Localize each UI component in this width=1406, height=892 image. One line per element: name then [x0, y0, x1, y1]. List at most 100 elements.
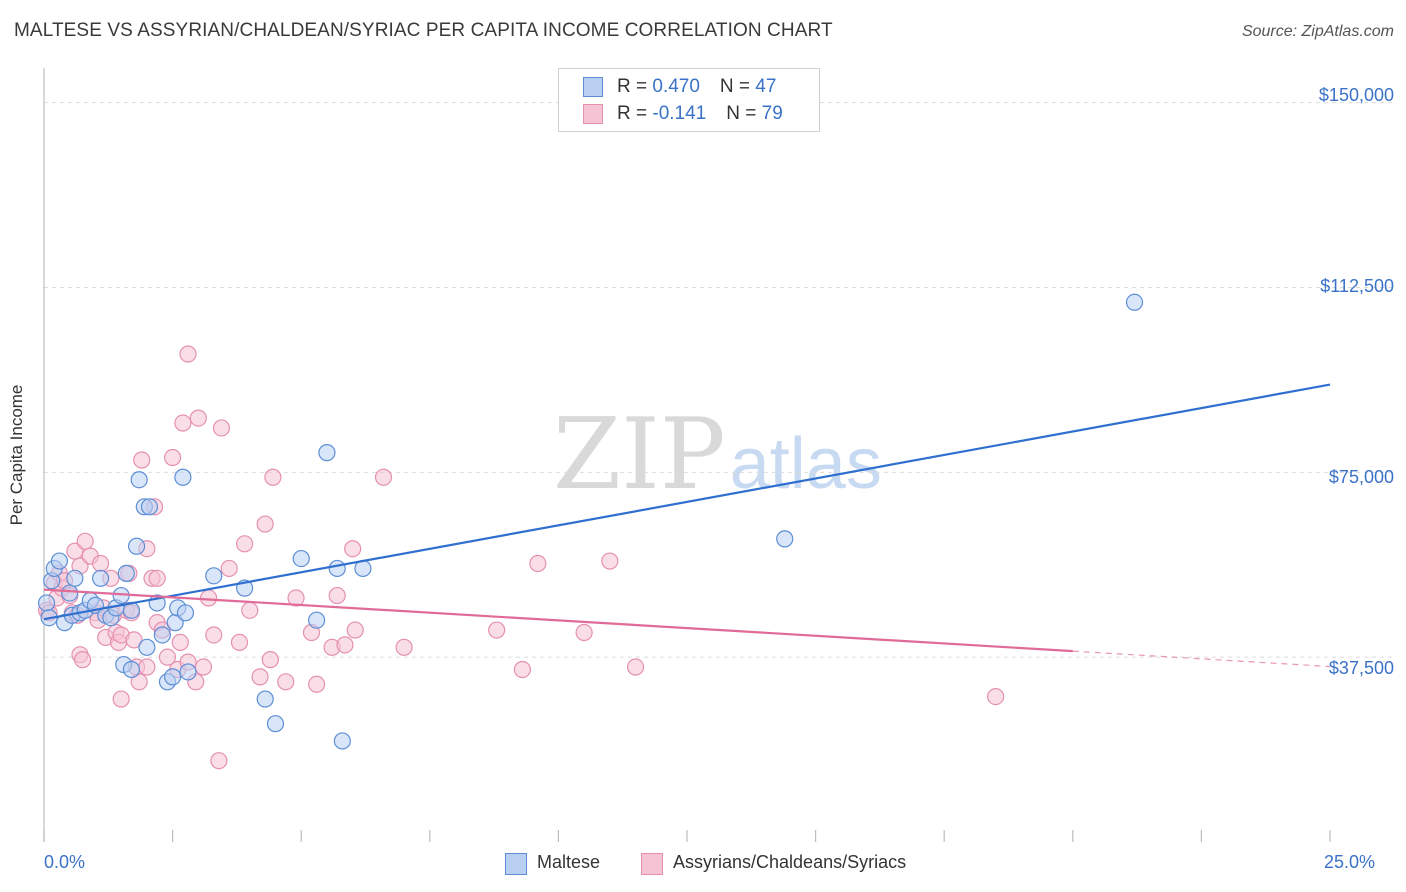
assyrian-point	[212, 419, 231, 437]
assyrian-point	[76, 532, 94, 550]
assyrian-point	[277, 673, 295, 691]
watermark-atlas: atlas	[729, 424, 882, 504]
maltese-trend-line	[43, 383, 1331, 621]
assyrian-point	[241, 601, 259, 619]
bottom-legend-label: Assyrians/Chaldeans/Syriacs	[673, 852, 907, 872]
legend-r-value: 0.470	[652, 76, 700, 97]
assyrian-point	[513, 660, 531, 679]
assyrian-point	[287, 589, 305, 607]
assyrian-trend-line	[43, 588, 1073, 653]
x-tick-label: 0.0%	[44, 852, 86, 872]
assyrian-point	[148, 569, 166, 587]
assyrian-point	[264, 468, 282, 486]
assyrian-point	[158, 648, 177, 666]
legend-r-key: R =	[617, 76, 653, 97]
maltese-point	[91, 569, 110, 587]
legend-n-key: N =	[719, 76, 756, 97]
assyrian-point	[220, 559, 238, 578]
maltese-point	[179, 663, 197, 681]
maltese-point	[117, 564, 135, 582]
assyrian-point	[346, 621, 364, 639]
series-assyrian-points	[37, 345, 1005, 770]
assyrian-point	[112, 690, 130, 708]
legend-swatch-assyrian	[583, 104, 603, 124]
bottom-legend-label: Maltese	[537, 852, 601, 872]
maltese-point	[292, 549, 310, 568]
maltese-point	[318, 444, 336, 462]
y-tick-label: $75,000	[1328, 467, 1394, 487]
maltese-point	[127, 537, 146, 555]
trend-lines	[43, 383, 1331, 668]
assyrian-point	[251, 668, 269, 686]
y-tick-label: $112,500	[1320, 276, 1394, 296]
bottom-legend-swatch-maltese	[505, 853, 527, 875]
maltese-point	[256, 690, 274, 708]
assyrian-point	[987, 687, 1005, 706]
maltese-point	[37, 594, 56, 612]
maltese-point	[138, 638, 156, 656]
assyrian-point	[236, 535, 254, 553]
legend-r-key: R =	[617, 103, 653, 124]
assyrian-point	[256, 515, 274, 533]
maltese-point	[164, 668, 182, 686]
gridlines	[44, 102, 1395, 658]
maltese-point	[176, 604, 195, 622]
assyrian-point	[130, 673, 148, 691]
assyrian-point	[205, 626, 223, 644]
assyrian-point	[210, 752, 228, 770]
assyrian-point	[179, 345, 197, 363]
y-tick-label: $150,000	[1318, 85, 1394, 105]
maltese-point	[266, 715, 285, 733]
maltese-point	[776, 530, 794, 548]
maltese-point	[1125, 293, 1144, 311]
maltese-point	[328, 559, 346, 578]
maltese-point	[122, 660, 141, 679]
assyrian-point	[189, 409, 207, 427]
maltese-point	[205, 567, 223, 585]
y-tick-label: $37,500	[1328, 658, 1394, 678]
bottom-legend-swatch-assyrian	[641, 853, 663, 875]
assyrian-point	[171, 633, 189, 651]
assyrian-point	[395, 638, 413, 656]
assyrian-point	[488, 621, 506, 639]
legend-r-value: -0.141	[652, 103, 707, 124]
assyrian-point	[308, 675, 326, 693]
legend-swatch-maltese	[583, 77, 603, 97]
series-maltese-points	[37, 293, 1144, 750]
assyrian-point	[575, 623, 593, 642]
correlation-legend: R = 0.470 N = 47 R = -0.141 N = 79	[558, 68, 820, 132]
assyrian-point	[125, 631, 143, 649]
maltese-point	[333, 732, 351, 750]
assyrian-point	[230, 633, 249, 651]
chart-title: MALTESE VS ASSYRIAN/CHALDEAN/SYRIAC PER …	[14, 20, 833, 41]
assyrian-point	[174, 414, 192, 432]
maltese-point	[130, 471, 148, 489]
assyrian-point	[374, 468, 393, 486]
assyrian-point	[261, 651, 279, 669]
assyrian-point	[344, 540, 362, 558]
assyrian-point	[138, 658, 156, 676]
legend-n-key: N =	[726, 103, 762, 124]
source-credit: Source: ZipAtlas.com	[1241, 23, 1394, 40]
maltese-point	[174, 468, 192, 486]
assyrian-point	[529, 554, 547, 573]
maltese-point	[66, 569, 84, 587]
assyrian-point	[328, 586, 346, 605]
assyrian-point	[133, 451, 151, 469]
assyrian-point	[336, 636, 354, 654]
maltese-point	[50, 552, 69, 570]
assyrian-point	[91, 554, 110, 573]
axes	[43, 68, 1331, 842]
watermark-zip: ZIP	[553, 398, 726, 512]
watermark: ZIPatlas	[553, 398, 882, 512]
assyrian-point	[194, 658, 213, 676]
assyrian-trend-line-extension	[1072, 650, 1331, 668]
assyrian-point	[626, 658, 645, 676]
assyrian-point	[200, 589, 218, 607]
legend-n-value: 79	[761, 103, 783, 124]
maltese-point	[153, 626, 171, 644]
legend-n-value: 47	[755, 76, 777, 97]
maltese-point	[308, 611, 326, 629]
assyrian-point	[601, 552, 619, 570]
